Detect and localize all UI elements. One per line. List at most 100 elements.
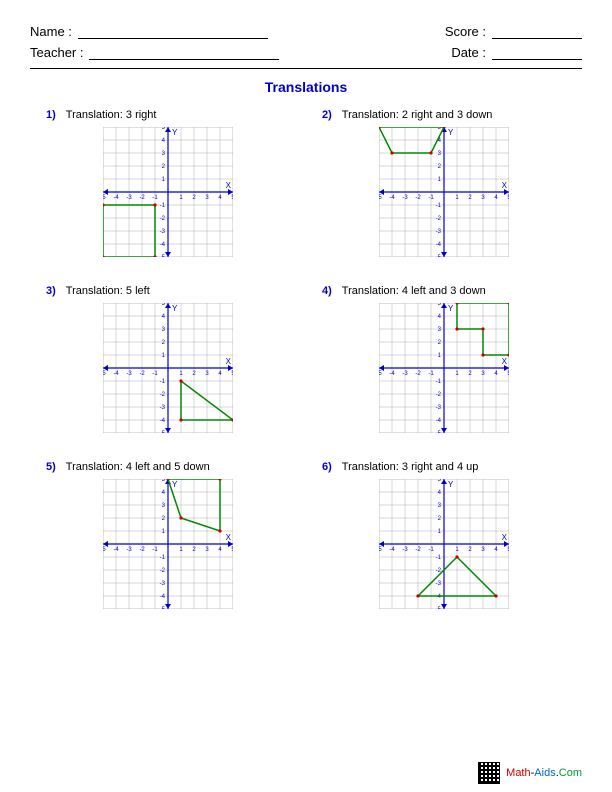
header-divider — [30, 68, 582, 69]
svg-text:-3: -3 — [160, 229, 166, 235]
score-blank — [492, 25, 582, 39]
svg-text:-5: -5 — [436, 607, 442, 609]
svg-text:-3: -3 — [436, 405, 442, 411]
svg-text:-1: -1 — [152, 547, 158, 553]
svg-text:-3: -3 — [160, 581, 166, 587]
problem: 1) Translation: 3 right -5-5-4-4-3-3-2-2… — [40, 109, 296, 257]
svg-text:-1: -1 — [436, 555, 442, 561]
svg-text:-1: -1 — [160, 203, 166, 209]
svg-text:-5: -5 — [160, 431, 166, 433]
svg-text:-3: -3 — [126, 547, 132, 553]
problem: 3) Translation: 5 left -5-5-4-4-3-3-2-2-… — [40, 285, 296, 433]
brand-text: Math-Aids.Com — [506, 767, 582, 779]
svg-text:-3: -3 — [126, 195, 132, 201]
problem-text: Translation: 3 right — [66, 109, 157, 121]
svg-text:Y: Y — [172, 480, 178, 489]
svg-text:5: 5 — [231, 547, 233, 553]
svg-text:5: 5 — [507, 371, 509, 377]
problem-text: Translation: 4 left and 3 down — [342, 285, 486, 297]
date-blank — [492, 46, 582, 60]
svg-text:5: 5 — [507, 547, 509, 553]
problem: 5) Translation: 4 left and 5 down -5-5-4… — [40, 461, 296, 609]
teacher-blank — [89, 46, 279, 60]
svg-text:-4: -4 — [389, 547, 395, 553]
svg-text:-5: -5 — [160, 607, 166, 609]
problem-number: 6) — [322, 461, 332, 473]
svg-text:5: 5 — [231, 195, 233, 201]
svg-text:-4: -4 — [160, 418, 166, 424]
svg-text:X: X — [226, 533, 232, 542]
svg-text:-4: -4 — [389, 195, 395, 201]
svg-text:X: X — [226, 181, 232, 190]
svg-text:5: 5 — [507, 195, 509, 201]
svg-text:-3: -3 — [436, 581, 442, 587]
svg-text:-1: -1 — [160, 555, 166, 561]
problem-text: Translation: 2 right and 3 down — [342, 109, 493, 121]
teacher-label: Teacher : — [30, 45, 83, 60]
score-label: Score : — [445, 24, 486, 39]
problem-text: Translation: 5 left — [66, 285, 150, 297]
svg-text:-3: -3 — [402, 547, 408, 553]
coordinate-grid: -5-5-4-4-3-3-2-2-1-11122334455XY — [103, 303, 233, 433]
svg-text:-2: -2 — [160, 392, 166, 398]
svg-text:Y: Y — [172, 128, 178, 137]
svg-text:-2: -2 — [415, 195, 421, 201]
problem-number: 5) — [46, 461, 56, 473]
coordinate-grid: -5-5-4-4-3-3-2-2-1-11122334455XY — [379, 479, 509, 609]
problem-number: 3) — [46, 285, 56, 297]
svg-text:-2: -2 — [160, 568, 166, 574]
svg-text:-1: -1 — [436, 379, 442, 385]
svg-text:-2: -2 — [139, 371, 145, 377]
svg-text:-2: -2 — [415, 371, 421, 377]
svg-text:-5: -5 — [436, 255, 442, 257]
svg-text:-4: -4 — [160, 242, 166, 248]
problem-number: 4) — [322, 285, 332, 297]
problem: 2) Translation: 2 right and 3 down -5-5-… — [316, 109, 572, 257]
problem-number: 2) — [322, 109, 332, 121]
coordinate-grid: -5-5-4-4-3-3-2-2-1-11122334455XY — [103, 127, 233, 257]
svg-text:Y: Y — [172, 304, 178, 313]
svg-text:-5: -5 — [436, 431, 442, 433]
svg-text:-2: -2 — [436, 216, 442, 222]
svg-text:Y: Y — [448, 128, 454, 137]
svg-text:-3: -3 — [126, 371, 132, 377]
date-label: Date : — [451, 45, 486, 60]
svg-text:5: 5 — [231, 371, 233, 377]
problem-number: 1) — [46, 109, 56, 121]
problem: 4) Translation: 4 left and 3 down -5-5-4… — [316, 285, 572, 433]
svg-text:X: X — [502, 181, 508, 190]
svg-text:X: X — [226, 357, 232, 366]
svg-text:-1: -1 — [428, 371, 434, 377]
svg-text:X: X — [502, 357, 508, 366]
svg-text:Y: Y — [448, 480, 454, 489]
coordinate-grid: -5-5-4-4-3-3-2-2-1-11122334455XY — [379, 303, 509, 433]
svg-text:-2: -2 — [436, 392, 442, 398]
svg-text:-3: -3 — [402, 195, 408, 201]
svg-text:-4: -4 — [160, 594, 166, 600]
svg-text:-3: -3 — [160, 405, 166, 411]
coordinate-grid: -5-5-4-4-3-3-2-2-1-11122334455XY — [103, 479, 233, 609]
svg-text:Y: Y — [448, 304, 454, 313]
svg-text:-4: -4 — [113, 547, 119, 553]
svg-text:-4: -4 — [436, 242, 442, 248]
svg-text:-1: -1 — [160, 379, 166, 385]
problem-grid: 1) Translation: 3 right -5 -5 -4 -4 -3 -3 -2 -2… — [30, 109, 582, 609]
svg-text:-2: -2 — [139, 195, 145, 201]
problem-text: Translation: 3 right and 4 up — [342, 461, 479, 473]
svg-text:-3: -3 — [402, 371, 408, 377]
svg-text:X: X — [502, 533, 508, 542]
coordinate-grid: -5-5-4-4-3-3-2-2-1-11122334455XY — [379, 127, 509, 257]
svg-text:-1: -1 — [152, 371, 158, 377]
svg-text:-1: -1 — [428, 547, 434, 553]
name-label: Name : — [30, 24, 72, 39]
svg-text:-1: -1 — [436, 203, 442, 209]
svg-text:-4: -4 — [436, 418, 442, 424]
page-title: Translations — [30, 79, 582, 95]
problem: 6) Translation: 3 right and 4 up -5-5-4-… — [316, 461, 572, 609]
svg-text:-1: -1 — [152, 195, 158, 201]
svg-text:-4: -4 — [389, 371, 395, 377]
svg-text:-2: -2 — [415, 547, 421, 553]
svg-text:-4: -4 — [436, 594, 442, 600]
svg-text:-2: -2 — [160, 216, 166, 222]
svg-text:-2: -2 — [139, 547, 145, 553]
